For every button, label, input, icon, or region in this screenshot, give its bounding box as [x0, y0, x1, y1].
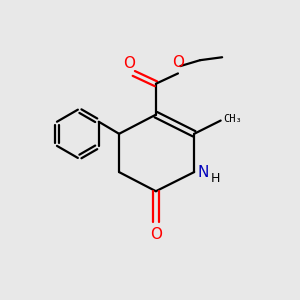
Text: O: O	[172, 56, 184, 70]
Text: N: N	[198, 165, 209, 180]
Text: O: O	[123, 56, 135, 71]
Text: O: O	[150, 227, 162, 242]
Text: H: H	[211, 172, 220, 185]
Text: CH₃: CH₃	[223, 114, 242, 124]
